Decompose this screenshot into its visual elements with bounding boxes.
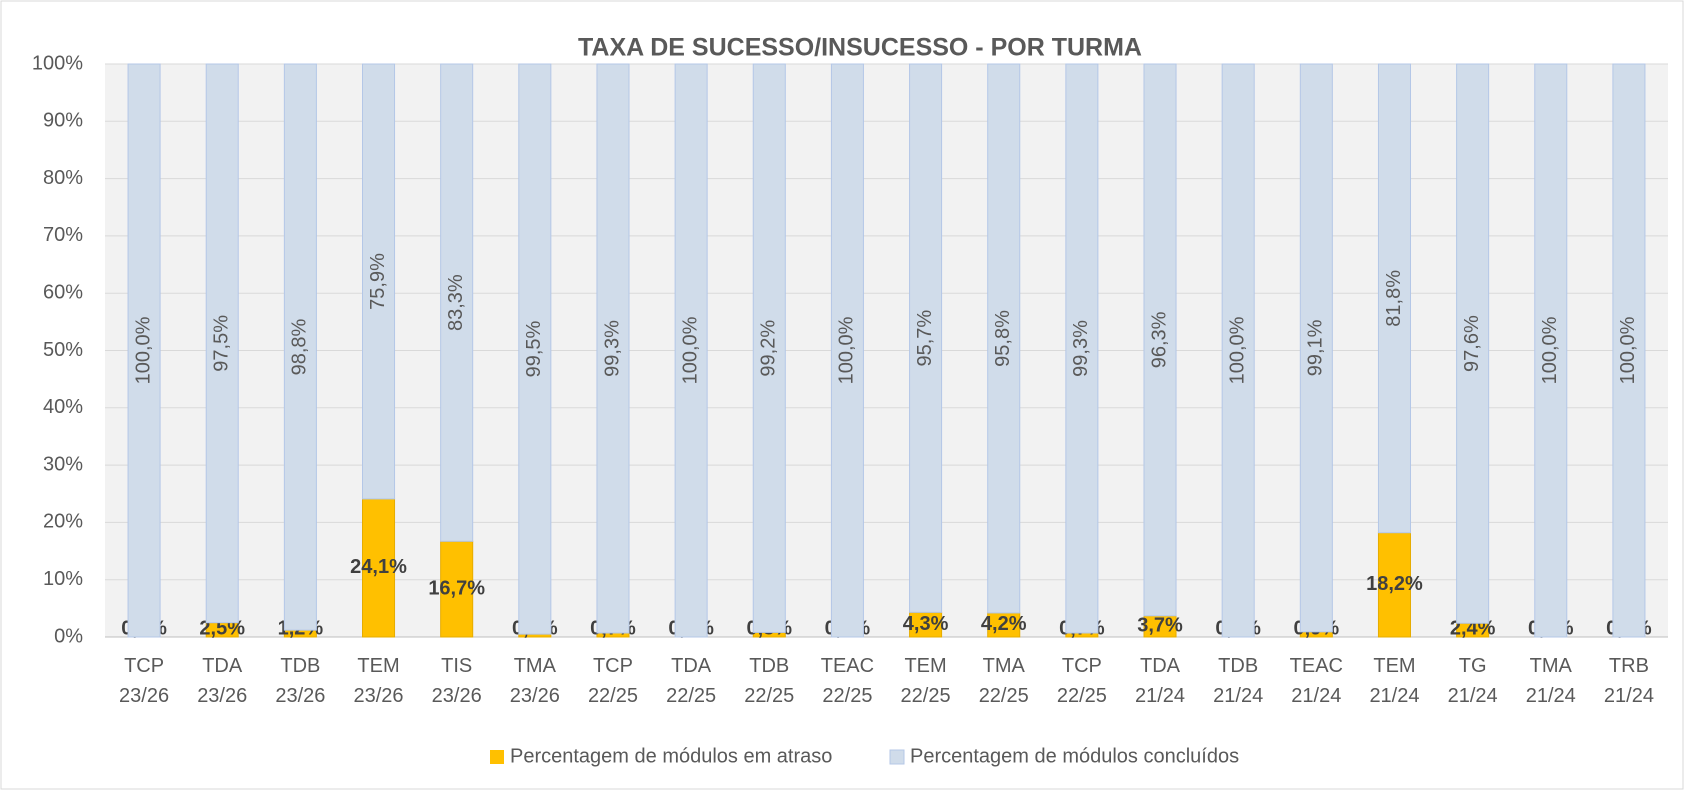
y-tick-label: 20% (43, 511, 83, 533)
bar-segment (1612, 63, 1646, 638)
data-label: 100,0% (1617, 316, 1639, 384)
x-tick-label: TMA 23/26 (510, 655, 560, 707)
bar-segment (127, 63, 161, 638)
x-tick-label: TDA 22/25 (666, 655, 716, 707)
bar-segment (362, 498, 396, 638)
data-label: 99,3% (601, 320, 623, 377)
bar-segment (1456, 63, 1490, 624)
data-label: 18,2% (1366, 573, 1423, 595)
x-tick-label: TEM 23/26 (353, 655, 403, 707)
bar-segment (1221, 63, 1255, 638)
data-label: 24,1% (350, 556, 407, 578)
bar-segment (674, 63, 708, 638)
data-label: 95,8% (992, 310, 1014, 367)
x-tick-label: TEAC 22/25 (821, 655, 874, 707)
data-label: 100,0% (132, 316, 154, 384)
data-label: 99,1% (1305, 319, 1327, 376)
x-tick-label: TMA 22/25 (979, 655, 1029, 707)
x-tick-label: TIS 23/26 (432, 655, 482, 707)
legend-swatch (490, 750, 504, 764)
data-label: 97,6% (1461, 315, 1483, 372)
y-tick-label: 40% (43, 396, 83, 418)
data-label: 95,7% (914, 310, 936, 367)
x-tick-label: TCP 23/26 (119, 655, 169, 707)
y-tick-label: 0% (54, 625, 83, 647)
y-tick-label: 80% (43, 167, 83, 189)
bar-segment (440, 540, 474, 638)
bar-segment (1377, 63, 1411, 534)
x-tick-label: TEM 22/25 (901, 655, 951, 707)
bar-segment (1534, 63, 1568, 638)
x-tick-label: TDB 22/25 (744, 655, 794, 707)
x-tick-label: TDB 23/26 (275, 655, 325, 707)
data-label: 81,8% (1383, 270, 1405, 327)
x-tick-label: TRB 21/24 (1604, 655, 1654, 707)
data-label: 100,0% (836, 316, 858, 384)
y-tick-label: 70% (43, 224, 83, 246)
data-label: 83,3% (445, 274, 467, 331)
bar-segment (283, 63, 317, 631)
x-tick-label: TDA 21/24 (1135, 655, 1185, 707)
data-label: 16,7% (428, 577, 485, 599)
x-tick-label: TDA 23/26 (197, 655, 247, 707)
y-tick-label: 50% (43, 339, 83, 361)
bar-segment (362, 63, 396, 500)
y-tick-label: 90% (43, 110, 83, 132)
data-label: 99,2% (758, 320, 780, 377)
x-tick-label: TDB 21/24 (1213, 655, 1263, 707)
data-label: 4,3% (903, 613, 949, 635)
y-tick-label: 30% (43, 453, 83, 475)
chart-title: TAXA DE SUCESSO/INSUCESSO - POR TURMA (578, 34, 1142, 62)
data-label: 3,7% (1137, 615, 1183, 637)
data-label: 97,5% (211, 315, 233, 372)
bar-segment (440, 63, 474, 542)
legend-label: Percentagem de módulos concluídos (910, 745, 1239, 767)
data-label: 98,8% (289, 318, 311, 375)
data-label: 99,5% (523, 321, 545, 378)
bar-segment (1143, 63, 1177, 617)
y-tick-label: 100% (32, 52, 83, 74)
bar-segment (205, 63, 239, 624)
data-label: 100,0% (1539, 316, 1561, 384)
x-tick-label: TEAC 21/24 (1290, 655, 1343, 707)
data-label: 100,0% (679, 316, 701, 384)
x-tick-label: TG 21/24 (1448, 655, 1498, 707)
bar-segment (1299, 63, 1333, 633)
data-label: 75,9% (367, 253, 389, 310)
y-tick-label: 10% (43, 568, 83, 590)
x-tick-label: TCP 22/25 (588, 655, 638, 707)
bar-segment (596, 63, 630, 634)
bar-segment (518, 63, 552, 635)
bar-segment (1065, 63, 1099, 634)
x-tick-label: TCP 22/25 (1057, 655, 1107, 707)
bar-segment (909, 63, 943, 613)
x-tick-label: TMA 21/24 (1526, 655, 1576, 707)
bar-segment (830, 63, 864, 638)
x-tick-label: TEM 21/24 (1369, 655, 1419, 707)
bar-segment (987, 63, 1021, 614)
data-label: 99,3% (1070, 320, 1092, 377)
data-label: 96,3% (1148, 311, 1170, 368)
data-label: 100,0% (1226, 316, 1248, 384)
legend-swatch (889, 749, 905, 765)
data-label: 4,2% (981, 613, 1027, 635)
bar-segment (752, 63, 786, 633)
y-tick-label: 60% (43, 281, 83, 303)
legend-label: Percentagem de módulos em atraso (510, 745, 832, 767)
